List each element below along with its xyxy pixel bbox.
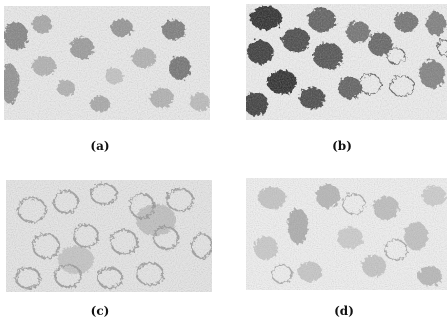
panel-caption-a: (a) [90,139,110,153]
micrograph-panel-b [246,4,447,120]
panel-caption-b: (b) [332,139,352,153]
micrograph-panel-c [6,180,212,292]
micrograph-panel-a [4,6,210,120]
panel-caption-d: (d) [334,304,354,318]
micrograph-image-a [4,6,210,120]
micrograph-image-b [246,4,447,120]
micrograph-image-c [6,180,212,292]
panel-caption-c: (c) [90,304,110,318]
micrograph-panel-d [246,178,447,290]
micrograph-image-d [246,178,447,290]
